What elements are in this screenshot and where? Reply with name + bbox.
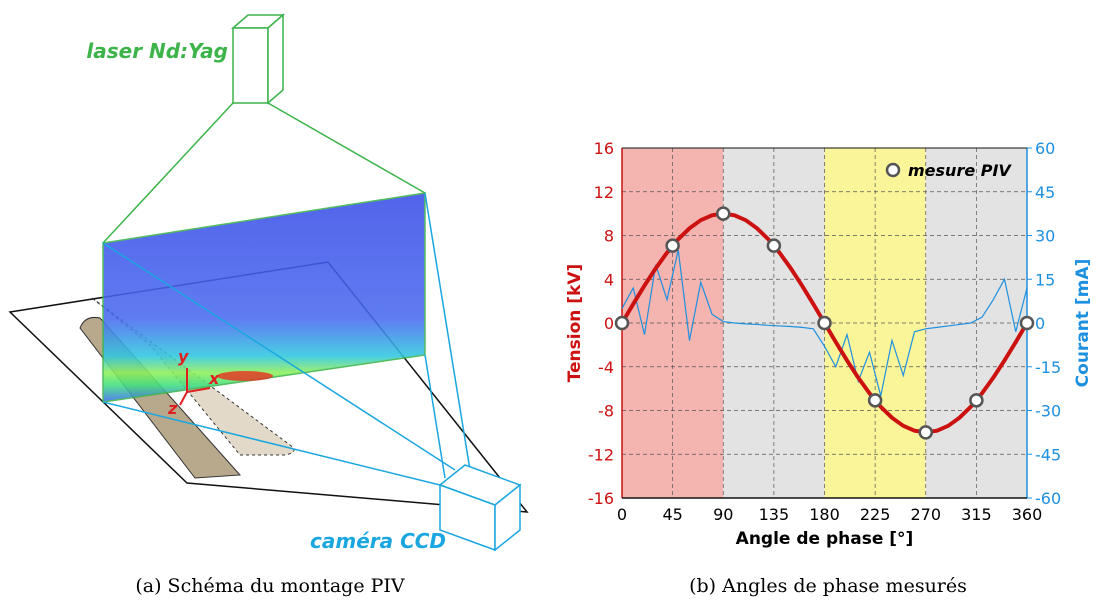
- axis-x-label: x: [208, 369, 220, 388]
- axis-z-label: z: [167, 399, 178, 418]
- laser-label: laser Nd:Yag: [86, 39, 228, 63]
- diagram: y x z laser Nd:Yag caméra CCD (a) Schéma…: [8, 13, 529, 597]
- x-axis-label: Angle de phase [°]: [736, 529, 914, 549]
- x-tick-label: 360: [1012, 505, 1043, 524]
- y-tick-label: -12: [588, 445, 614, 464]
- x-tick-label: 180: [809, 505, 840, 524]
- chart: -16 -12 -8 -4 0 4 8 12 16 -60 -45 -30 -15 0 15 30 45 60 0 4…: [565, 139, 1093, 549]
- y-tick-label: 8: [604, 227, 614, 246]
- camera-label: caméra CCD: [310, 529, 446, 553]
- y2-tick-label: 60: [1035, 139, 1055, 158]
- legend-marker: [885, 162, 901, 178]
- caption-a: (a) Schéma du montage PIV: [135, 575, 405, 597]
- piv-point: [867, 393, 883, 408]
- x-tick-label: 0: [617, 505, 627, 524]
- caption-b: (b) Angles de phase mesurés: [689, 575, 967, 597]
- y2-tick-label: 15: [1035, 270, 1055, 289]
- y-tick-label: -4: [598, 358, 614, 377]
- y2-tick-label: 45: [1035, 183, 1055, 202]
- piv-point: [969, 393, 984, 408]
- piv-point: [766, 238, 782, 253]
- series-line: [621, 249, 1028, 397]
- y2-tick-label: 0: [1035, 314, 1045, 333]
- y-axis-label: Tension [kV]: [565, 264, 585, 383]
- x-tick-label: 135: [759, 505, 790, 524]
- y2-tick-label: -30: [1035, 402, 1061, 421]
- piv-point: [817, 315, 832, 331]
- y-tick-label: 16: [594, 139, 614, 158]
- y2-tick-label: -45: [1035, 445, 1061, 464]
- axes-arrows: [179, 368, 211, 406]
- legend-label: mesure PIV: [908, 161, 1012, 180]
- x-tick-label: 270: [910, 505, 941, 524]
- piv-point: [665, 238, 680, 253]
- piv-point: [614, 315, 630, 331]
- y2-axis-label: Courant [mA]: [1073, 259, 1093, 388]
- x-tick-label: 90: [713, 505, 733, 524]
- y-tick-label: 12: [594, 183, 614, 202]
- axis-y-label: y: [178, 347, 189, 366]
- x-tick-label: 315: [961, 505, 992, 524]
- laser: [102, 13, 426, 244]
- y-tick-label: -8: [598, 402, 614, 421]
- x-tick-label: 225: [860, 505, 891, 524]
- hot-spot: [217, 371, 273, 381]
- piv-point: [1019, 315, 1035, 331]
- y-tick-label: 0: [604, 314, 614, 333]
- y-tick-label: -16: [588, 489, 614, 508]
- y2-tick-label: 30: [1035, 227, 1055, 246]
- y2-tick-label: -15: [1035, 358, 1061, 377]
- x-tick-label: 45: [662, 505, 682, 524]
- y2-tick-label: -60: [1035, 489, 1061, 508]
- piv-point: [716, 206, 731, 221]
- piv-point: [918, 425, 933, 440]
- camera: [102, 192, 522, 552]
- y-tick-label: 4: [604, 270, 614, 289]
